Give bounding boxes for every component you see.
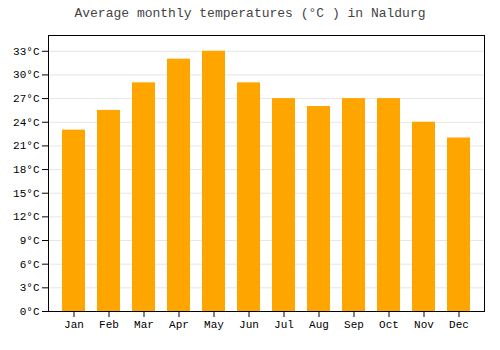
svg-text:Sep: Sep [344, 319, 364, 331]
svg-text:30°C: 30°C [13, 69, 40, 81]
html-text:Average monthly temperatures (: Average monthly temperatures (°C ) in Na… [74, 6, 426, 21]
svg-text:9°C: 9°C [20, 235, 40, 247]
svg-text:0°C: 0°C [20, 306, 40, 318]
svg-text:21°C: 21°C [13, 140, 40, 152]
svg-text:Aug: Aug [309, 319, 329, 331]
svg-text:15°C: 15°C [13, 188, 40, 200]
svg-text:33°C: 33°C [13, 46, 40, 58]
svg-text:Jun: Jun [239, 319, 259, 331]
svg-text:18°C: 18°C [13, 164, 40, 176]
svg-text:27°C: 27°C [13, 93, 40, 105]
svg-text:6°C: 6°C [20, 259, 40, 271]
svg-text:Jul: Jul [274, 319, 294, 331]
svg-text:Dec: Dec [449, 319, 469, 331]
svg-text:Nov: Nov [414, 319, 434, 331]
svg-text:Mar: Mar [134, 319, 154, 331]
svg-text:May: May [204, 319, 224, 331]
svg-text:3°C: 3°C [20, 282, 40, 294]
svg-text:Apr: Apr [169, 319, 189, 331]
svg-text:24°C: 24°C [13, 117, 40, 129]
svg-text:Oct: Oct [379, 319, 399, 331]
svg-text:Jan: Jan [64, 319, 84, 331]
svg-text:Feb: Feb [99, 319, 119, 331]
svg-text:12°C: 12°C [13, 211, 40, 223]
